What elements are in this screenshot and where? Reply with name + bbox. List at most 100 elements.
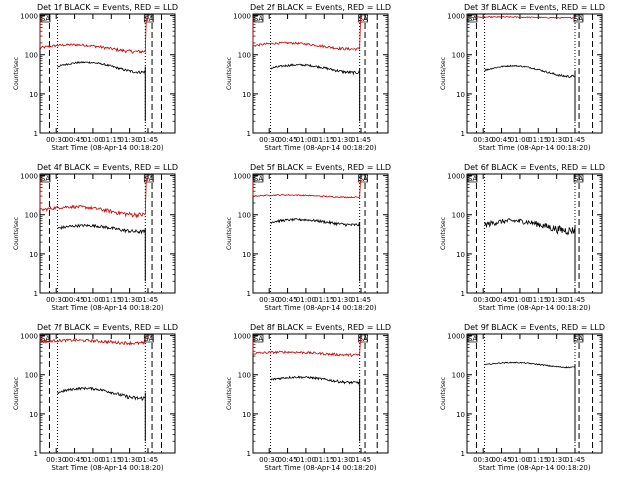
x-tick-label: 00:30 bbox=[259, 456, 279, 464]
saa-box bbox=[358, 174, 368, 183]
x-tick-label: 01:00 bbox=[83, 296, 103, 304]
y-tick-label: 1 bbox=[247, 290, 251, 298]
y-tick-label: 10 bbox=[456, 251, 465, 259]
chart-title: Det 6f BLACK = Events, RED = LLD bbox=[464, 163, 605, 172]
x-tick-label: 01:00 bbox=[83, 456, 103, 464]
y-tick-label: 1000 bbox=[447, 173, 465, 181]
x-tick-label: 01:30 bbox=[333, 456, 353, 464]
x-tick-label: 00:30 bbox=[473, 296, 493, 304]
x-tick-label: 00:30 bbox=[46, 296, 66, 304]
lld-series-line bbox=[39, 177, 147, 219]
saa-label: SA bbox=[144, 335, 154, 343]
y-tick-label: 1000 bbox=[233, 13, 251, 21]
y-tick-label: 100 bbox=[238, 372, 251, 380]
y-tick-label: 10 bbox=[456, 91, 465, 99]
x-tick-label: 00:30 bbox=[473, 136, 493, 144]
y-tick-label: 1 bbox=[461, 450, 465, 458]
saa-box bbox=[253, 14, 264, 23]
plot-frame bbox=[39, 13, 176, 134]
y-tick-label: 100 bbox=[25, 52, 38, 60]
saa-label: SA bbox=[254, 15, 264, 23]
y-axis-label: Counts/sec bbox=[440, 217, 447, 250]
y-axis-label: Counts/sec bbox=[440, 377, 447, 410]
chart-det-8: Det 8f BLACK = Events, RED = LLD 1 10 100 10… bbox=[226, 323, 391, 472]
plot-frame bbox=[252, 173, 389, 294]
y-axis-label: Counts/sec bbox=[440, 57, 447, 90]
x-tick-label: 01:00 bbox=[296, 456, 316, 464]
x-axis-label: Start Time (08-Apr-14 00:18:20) bbox=[478, 144, 590, 152]
events-series-line bbox=[484, 218, 576, 236]
x-tick-label: 00:45 bbox=[277, 456, 297, 464]
saa-label: SA bbox=[41, 175, 51, 183]
x-tick-label: 01:15 bbox=[101, 136, 121, 144]
y-tick-label: 1 bbox=[247, 450, 251, 458]
chart-title: Det 2f BLACK = Events, RED = LLD bbox=[250, 3, 391, 12]
x-tick-label: 01:00 bbox=[510, 296, 530, 304]
lld-series-line bbox=[39, 335, 147, 346]
x-tick-label: 01:45 bbox=[351, 456, 371, 464]
y-axis-label: Counts/sec bbox=[226, 217, 233, 250]
chart-title: Det 7f BLACK = Events, RED = LLD bbox=[37, 323, 178, 332]
saa-label: SA bbox=[574, 15, 584, 23]
lld-series-line bbox=[39, 17, 147, 54]
events-series-line bbox=[270, 217, 360, 227]
saa-label: SA bbox=[468, 15, 478, 23]
saa-label: SA bbox=[358, 335, 368, 343]
x-tick-label: 01:00 bbox=[510, 456, 530, 464]
events-series-line bbox=[270, 63, 360, 76]
events-series-line bbox=[270, 375, 360, 385]
y-tick-label: 1000 bbox=[447, 13, 465, 21]
plot-frame bbox=[252, 333, 389, 454]
saa-box bbox=[358, 14, 368, 23]
x-tick-label: 01:45 bbox=[351, 136, 371, 144]
plot-frame bbox=[252, 13, 389, 134]
y-axis-label: Counts/sec bbox=[226, 57, 233, 90]
x-tick-label: 00:30 bbox=[46, 136, 66, 144]
x-axis-label: Start Time (08-Apr-14 00:18:20) bbox=[478, 464, 590, 472]
x-tick-label: 01:45 bbox=[138, 456, 158, 464]
x-tick-label: 00:45 bbox=[277, 136, 297, 144]
events-series-line bbox=[57, 61, 146, 75]
x-tick-label: 00:45 bbox=[64, 136, 84, 144]
y-tick-label: 1 bbox=[247, 130, 251, 138]
chart-det-4: Det 4f BLACK = Events, RED = LLD 1 10 100 10… bbox=[13, 163, 178, 312]
x-tick-label: 00:45 bbox=[64, 456, 84, 464]
x-tick-label: 01:30 bbox=[547, 296, 567, 304]
saa-box bbox=[143, 334, 154, 343]
chart-det-9: Det 9f BLACK = Events, RED = LLD 1 10 100 10… bbox=[440, 323, 605, 472]
saa-label: SA bbox=[358, 175, 368, 183]
lld-series-line bbox=[252, 337, 361, 357]
events-series-line bbox=[484, 64, 576, 79]
y-tick-label: 10 bbox=[242, 251, 251, 259]
x-tick-label: 01:45 bbox=[565, 296, 585, 304]
saa-label: SA bbox=[468, 335, 478, 343]
saa-label: SA bbox=[574, 335, 584, 343]
plot-frame bbox=[466, 333, 603, 454]
x-tick-label: 00:30 bbox=[259, 296, 279, 304]
events-series-line bbox=[484, 361, 576, 369]
saa-label: SA bbox=[144, 175, 154, 183]
x-tick-label: 01:30 bbox=[120, 296, 140, 304]
y-tick-label: 1000 bbox=[233, 173, 251, 181]
saa-label: SA bbox=[41, 15, 51, 23]
plot-frame bbox=[466, 13, 603, 134]
saa-box bbox=[573, 334, 584, 343]
saa-label: SA bbox=[254, 175, 264, 183]
x-tick-label: 01:45 bbox=[138, 136, 158, 144]
saa-label: SA bbox=[254, 335, 264, 343]
lld-series-line bbox=[252, 179, 361, 199]
x-tick-label: 01:30 bbox=[120, 136, 140, 144]
y-axis-label: Counts/sec bbox=[13, 217, 20, 250]
chart-title: Det 3f BLACK = Events, RED = LLD bbox=[464, 3, 605, 12]
saa-box bbox=[143, 174, 154, 183]
chart-title: Det 9f BLACK = Events, RED = LLD bbox=[464, 323, 605, 332]
x-axis-label: Start Time (08-Apr-14 00:18:20) bbox=[264, 304, 376, 312]
x-tick-label: 01:00 bbox=[296, 136, 316, 144]
y-tick-label: 10 bbox=[29, 91, 38, 99]
x-tick-label: 01:15 bbox=[314, 456, 334, 464]
y-tick-label: 10 bbox=[29, 251, 38, 259]
y-axis-label: Counts/sec bbox=[226, 377, 233, 410]
x-tick-label: 00:45 bbox=[277, 296, 297, 304]
y-tick-label: 1 bbox=[461, 290, 465, 298]
y-tick-label: 100 bbox=[25, 372, 38, 380]
